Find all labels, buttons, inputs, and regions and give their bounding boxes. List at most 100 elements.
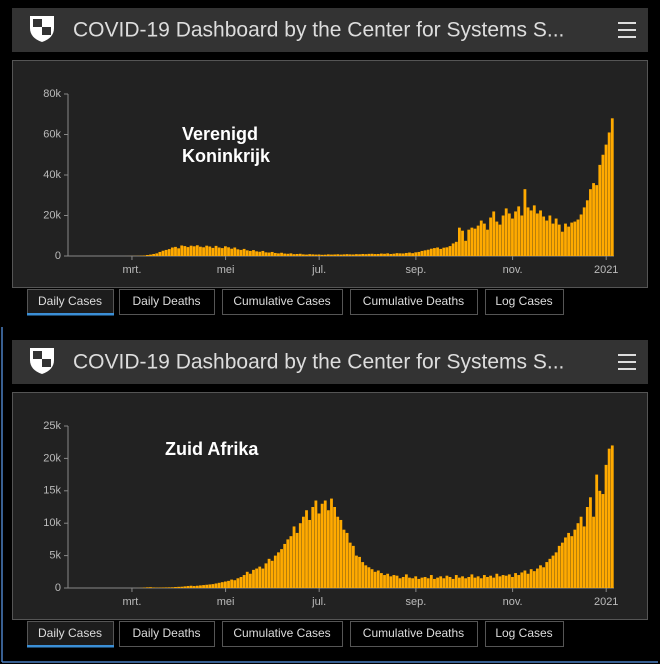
tab[interactable] [119, 289, 215, 315]
bar [448, 246, 452, 256]
bar [383, 253, 386, 256]
bar [161, 587, 165, 588]
tab[interactable] [350, 621, 478, 647]
logo-detail [33, 351, 51, 367]
bar [414, 576, 418, 588]
bar [302, 516, 305, 588]
bar [142, 255, 146, 256]
bar [542, 216, 546, 256]
bar [557, 545, 561, 588]
tab[interactable] [27, 621, 114, 647]
bar [280, 252, 283, 256]
tab-label[interactable]: Daily Deaths [132, 294, 200, 308]
bar [152, 253, 156, 256]
bar [473, 577, 477, 588]
bar [536, 568, 539, 588]
bar [610, 118, 614, 256]
bar [236, 249, 240, 256]
bar [298, 253, 302, 256]
menu-icon[interactable] [618, 368, 636, 370]
tab[interactable] [350, 289, 478, 315]
bar [351, 545, 355, 588]
bar [317, 513, 321, 588]
bar [426, 578, 430, 588]
tab-label[interactable]: Log Cases [495, 294, 552, 308]
bar [504, 208, 508, 256]
y-tick-label: 60k [43, 128, 61, 140]
bar [501, 215, 505, 256]
bar [358, 556, 361, 588]
tab-label[interactable]: Daily Cases [38, 294, 102, 308]
bar [467, 229, 471, 256]
tab-label[interactable]: Log Cases [495, 626, 552, 640]
tab-label[interactable]: Daily Deaths [132, 626, 200, 640]
bar [604, 144, 608, 256]
menu-icon[interactable] [618, 361, 636, 363]
bar [383, 575, 386, 588]
bar [567, 532, 571, 588]
bar [314, 254, 318, 256]
menu-icon[interactable] [618, 29, 636, 31]
bar [205, 584, 209, 588]
bar [330, 498, 333, 588]
bar [439, 248, 443, 256]
y-tick-label: 40k [43, 169, 61, 181]
bar [564, 537, 567, 588]
bar [361, 253, 365, 256]
bar [317, 254, 321, 256]
bar [592, 183, 595, 256]
bar [289, 536, 293, 588]
bar [548, 558, 552, 588]
bar [598, 490, 602, 588]
tab-label[interactable]: Cumulative Cases [233, 626, 330, 640]
menu-icon[interactable] [618, 354, 636, 356]
bar [302, 254, 305, 256]
bar [295, 532, 299, 588]
tab-label[interactable]: Daily Cases [38, 626, 102, 640]
header-bar [12, 8, 648, 52]
bar [595, 474, 599, 588]
bar [292, 526, 296, 588]
bar [461, 576, 464, 588]
bar [557, 224, 561, 256]
bar [579, 516, 583, 588]
bar [411, 253, 415, 256]
menu-icon[interactable] [618, 22, 636, 24]
tab[interactable] [222, 621, 343, 647]
tab[interactable] [485, 289, 564, 315]
bar [470, 574, 474, 588]
bar [492, 577, 496, 588]
menu-icon[interactable] [618, 36, 636, 38]
tab[interactable] [27, 289, 114, 315]
bar [523, 189, 527, 256]
bar [189, 585, 193, 588]
tab[interactable] [119, 621, 215, 647]
bar [392, 253, 396, 256]
tab-label[interactable]: Cumulative Deaths [363, 626, 464, 640]
bar [386, 253, 390, 256]
bar [473, 228, 477, 256]
bar [336, 254, 340, 256]
bar [308, 254, 312, 256]
bar [511, 218, 514, 256]
tab-label[interactable]: Cumulative Deaths [363, 294, 464, 308]
bar [333, 507, 337, 588]
bar [280, 549, 283, 588]
bar [227, 247, 230, 256]
tab[interactable] [485, 621, 564, 647]
bar [323, 500, 327, 588]
tab[interactable] [222, 289, 343, 315]
tab-active-indicator [27, 645, 114, 648]
bar [348, 542, 352, 588]
bar [489, 575, 493, 588]
bar [373, 254, 377, 256]
bar [392, 575, 396, 588]
bar [298, 523, 302, 588]
bar [227, 580, 230, 588]
bar [311, 254, 315, 256]
tab-label[interactable]: Cumulative Cases [233, 294, 330, 308]
bar [199, 585, 202, 588]
bar [370, 569, 374, 588]
bar [451, 243, 455, 256]
